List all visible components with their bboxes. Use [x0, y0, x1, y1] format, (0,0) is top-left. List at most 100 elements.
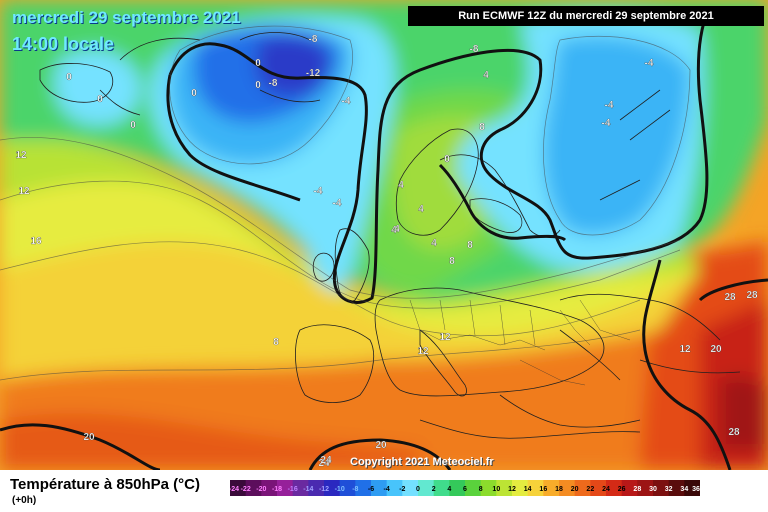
scale-swatch — [606, 480, 623, 496]
scale-swatch — [292, 480, 309, 496]
scale-tick-label: 0 — [416, 486, 420, 493]
scale-tick-label: -2 — [399, 486, 405, 493]
scale-swatch — [371, 480, 388, 496]
scale-swatch — [433, 480, 450, 496]
scale-tick-label: -24 — [230, 486, 239, 493]
isotherm-label: 12 — [679, 344, 691, 355]
legend-subtitle: (+0h) — [12, 495, 37, 506]
scale-tick-label: 32 — [665, 486, 673, 493]
isotherm-label: 12 — [417, 346, 429, 357]
scale-tick-label: 30 — [649, 486, 657, 493]
isotherm-label: -4 — [645, 58, 654, 69]
scale-tick-label: -6 — [368, 486, 374, 493]
isotherm-label: -8 — [269, 78, 278, 89]
scale-swatch — [308, 480, 325, 496]
isotherm-label: -8 — [470, 44, 479, 55]
isotherm-label: 12 — [439, 332, 451, 343]
scale-swatch — [339, 480, 356, 496]
scale-swatch — [512, 480, 529, 496]
scale-swatch — [418, 480, 435, 496]
isotherm-label: 8 — [479, 122, 485, 133]
isotherm-label: -4 — [605, 100, 614, 111]
isotherm-label: 4 — [418, 204, 424, 215]
isotherm-label: 16 — [30, 236, 42, 247]
scale-tick-label: -8 — [352, 486, 358, 493]
isotherm-label: 0 — [130, 120, 136, 131]
isotherm-label: 12 — [15, 150, 27, 161]
forecast-time: 14:00 locale — [12, 34, 115, 54]
isotherm-label: 4 — [431, 238, 437, 249]
isotherm-labels: -8 -8 -12 -8 0 0 0 0 0 0 -4 4 -4 -4 -4 -4 -4 8 8 0 4 4 4 4 8 12 12… — [15, 34, 758, 469]
color-scale-bar: -24-22-20-18-16-14-12-10-8-6-4-202468101… — [230, 480, 700, 496]
isotherm-label: 28 — [724, 292, 736, 303]
scale-tick-label: 2 — [432, 486, 436, 493]
warm-isotherms — [0, 259, 768, 470]
scale-swatch — [590, 480, 607, 496]
scale-swatch — [355, 480, 372, 496]
scale-tick-label: 6 — [463, 486, 467, 493]
isotherm-label: 0 — [255, 58, 261, 69]
legend: Température à 850hPa (°C) (+0h) -24-22-2… — [0, 470, 768, 512]
isotherm-lines — [0, 25, 691, 381]
scale-tick-label: -12 — [319, 486, 329, 493]
scale-tick-label: 20 — [571, 486, 579, 493]
legend-title: Température à 850hPa (°C) — [10, 476, 200, 493]
isotherm-label: 28 — [728, 427, 740, 438]
isotherm-label: -4 — [333, 198, 342, 209]
scale-swatch — [543, 480, 560, 496]
copyright: Copyright 2021 Meteociel.fr — [350, 456, 494, 468]
isotherm-label: 20 — [710, 344, 722, 355]
scale-swatch — [637, 480, 654, 496]
scale-tick-label: -22 — [241, 486, 251, 493]
isotherm-label: 8 — [273, 337, 279, 348]
scale-tick-label: 36 — [692, 486, 700, 493]
isotherm-label: -4 — [314, 186, 323, 197]
scale-swatch — [527, 480, 544, 496]
scale-tick-label: 12 — [508, 486, 516, 493]
scale-swatch — [261, 480, 278, 496]
scale-tick-label: 16 — [539, 486, 547, 493]
isotherm-label: -8 — [309, 34, 318, 45]
scale-tick-label: 34 — [680, 486, 688, 493]
isotherm-label: 0 — [191, 88, 197, 99]
isotherm-label: -4 — [342, 96, 351, 107]
scale-swatch — [621, 480, 638, 496]
isotherm-label: 24 — [320, 455, 332, 466]
scale-tick-label: 24 — [602, 486, 610, 493]
isotherm-label: 4 — [483, 70, 489, 81]
scale-swatch — [230, 480, 247, 496]
scale-swatch — [324, 480, 341, 496]
scale-tick-label: 4 — [447, 486, 451, 493]
isotherm-label: 4 — [391, 225, 397, 236]
scale-swatch — [386, 480, 403, 496]
scale-tick-label: -4 — [384, 486, 390, 493]
isotherm-label: 4 — [394, 224, 400, 235]
scale-swatch — [684, 480, 700, 496]
scale-tick-label: 14 — [524, 486, 532, 493]
coastlines — [39, 32, 741, 439]
scale-swatch — [277, 480, 294, 496]
temperature-map: -8 -8 -12 -8 0 0 0 0 0 0 -4 4 -4 -4 -4 -4 -4 8 8 0 4 4 4 4 8 12 12… — [0, 0, 768, 470]
scale-swatch — [465, 480, 482, 496]
scale-tick-label: -10 — [335, 486, 345, 493]
scale-tick-label: 10 — [492, 486, 500, 493]
scale-tick-label: 22 — [586, 486, 594, 493]
isotherm-label: 8 — [449, 256, 455, 267]
isotherm-label: 28 — [746, 290, 758, 301]
isotherm-label: 20 — [83, 432, 95, 443]
scale-tick-label: 26 — [618, 486, 626, 493]
isotherm-label: -12 — [306, 68, 321, 79]
scale-tick-label: -14 — [303, 486, 313, 493]
scale-tick-label: -18 — [272, 486, 282, 493]
map-canvas: -8 -8 -12 -8 0 0 0 0 0 0 -4 4 -4 -4 -4 -4 -4 8 8 0 4 4 4 4 8 12 12… — [0, 0, 768, 470]
scale-swatch — [402, 480, 419, 496]
scale-swatch — [449, 480, 466, 496]
scale-swatch — [480, 480, 497, 496]
run-info: Run ECMWF 12Z du mercredi 29 septembre 2… — [408, 6, 764, 26]
scale-tick-label: -20 — [256, 486, 266, 493]
zero-isotherm — [166, 9, 710, 304]
scale-tick-label: 28 — [633, 486, 641, 493]
isotherm-label: 24 — [318, 458, 330, 469]
scale-swatch — [559, 480, 576, 496]
scale-tick-label: 18 — [555, 486, 563, 493]
